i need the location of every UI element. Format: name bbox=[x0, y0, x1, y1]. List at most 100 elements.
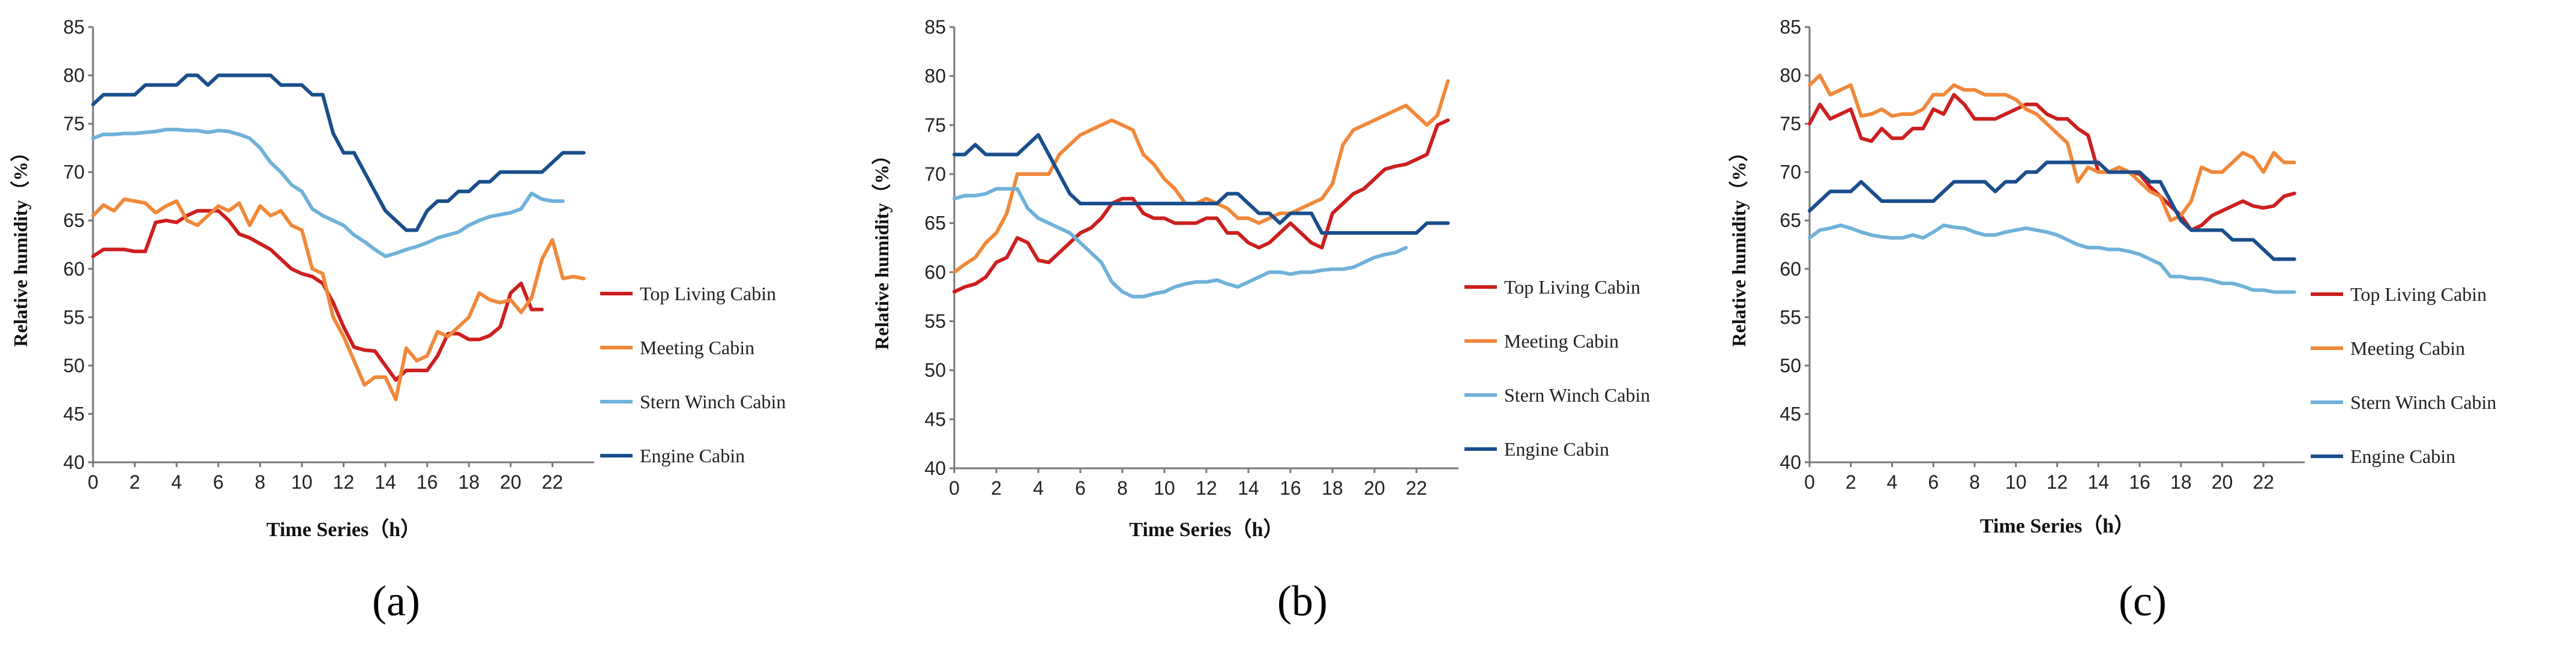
y-tick-label: 75 bbox=[63, 113, 85, 134]
x-tick-label: 20 bbox=[2212, 471, 2233, 493]
y-tick-label: 80 bbox=[924, 65, 946, 87]
legend-label-stern-winch-cabin: Stern Winch Cabin bbox=[2350, 391, 2496, 413]
y-tick-label: 65 bbox=[924, 213, 946, 234]
series-line-engine-cabin bbox=[91, 73, 586, 232]
x-tick-label: 16 bbox=[417, 471, 438, 493]
y-tick-label: 40 bbox=[1780, 451, 1801, 473]
series-line-meeting-cabin bbox=[952, 79, 1450, 274]
y-axis-label: Relative humidity（%） bbox=[871, 145, 892, 349]
x-tick-label: 4 bbox=[1887, 471, 1898, 493]
y-tick-label: 55 bbox=[1780, 306, 1801, 328]
x-tick-label: 14 bbox=[2087, 471, 2109, 493]
y-tick-label: 80 bbox=[1780, 65, 1801, 86]
x-tick-label: 10 bbox=[2005, 471, 2027, 493]
chart-panel-c: 40 45 50 55 60 65 70 75 80 85 0 2 4 6 8 10 12 14 16 18 20 22 R… bbox=[1717, 0, 2575, 649]
y-tick-label: 45 bbox=[924, 408, 946, 430]
y-tick-label: 75 bbox=[924, 114, 946, 136]
x-tick-label: 6 bbox=[213, 471, 224, 493]
y-tick-label: 85 bbox=[924, 16, 946, 38]
x-tick-label: 18 bbox=[2170, 471, 2192, 493]
x-tick-label: 8 bbox=[254, 471, 265, 493]
chart-svg-b: 40 45 50 55 60 65 70 75 80 85 0 2 4 6 8 10 12 14 16 18 20 22 R… bbox=[871, 16, 1650, 541]
chart-panel-b: 40 45 50 55 60 65 70 75 80 85 0 2 4 6 8 10 12 14 16 18 20 22 R… bbox=[858, 0, 1717, 649]
x-tick-label: 4 bbox=[171, 471, 182, 493]
x-tick-label: 14 bbox=[375, 471, 396, 493]
y-tick-label: 45 bbox=[1780, 403, 1801, 424]
x-tick-label: 12 bbox=[2047, 471, 2068, 493]
legend-label-meeting-cabin: Meeting Cabin bbox=[1504, 330, 1619, 352]
y-tick-label: 70 bbox=[63, 161, 85, 183]
y-tick-label: 60 bbox=[924, 261, 946, 283]
y-axis-label: Relative humidity（%） bbox=[10, 142, 31, 346]
x-tick-label: 12 bbox=[333, 471, 355, 493]
legend-label-stern-winch-cabin: Stern Winch Cabin bbox=[1504, 384, 1650, 406]
legend-label-engine-cabin: Engine Cabin bbox=[1504, 438, 1609, 460]
legend-label-engine-cabin: Engine Cabin bbox=[640, 445, 745, 466]
x-tick-label: 14 bbox=[1238, 477, 1259, 499]
x-tick-label: 2 bbox=[991, 477, 1002, 499]
x-tick-label: 18 bbox=[1322, 477, 1343, 499]
series-line-engine-cabin bbox=[952, 133, 1450, 235]
series-line-meeting-cabin bbox=[91, 197, 586, 402]
x-tick-label: 6 bbox=[1928, 471, 1939, 493]
y-tick-label: 60 bbox=[63, 258, 85, 280]
legend-label-engine-cabin: Engine Cabin bbox=[2350, 445, 2455, 467]
legend-label-top-living-cabin: Top Living Cabin bbox=[1504, 276, 1640, 298]
x-axis-label: Time Series（h） bbox=[266, 518, 421, 541]
legend-label-meeting-cabin: Meeting Cabin bbox=[2350, 337, 2465, 359]
x-tick-label: 22 bbox=[2252, 471, 2274, 493]
series-line-meeting-cabin bbox=[1808, 73, 2296, 223]
series-line-engine-cabin bbox=[1808, 160, 2296, 261]
legend-label-stern-winch-cabin: Stern Winch Cabin bbox=[640, 391, 786, 412]
y-tick-label: 50 bbox=[924, 360, 946, 381]
y-tick-label: 55 bbox=[924, 310, 946, 332]
y-tick-label: 65 bbox=[1780, 210, 1801, 231]
y-tick-label: 85 bbox=[63, 16, 85, 38]
x-tick-label: 4 bbox=[1033, 477, 1044, 499]
series-line-top-living-cabin bbox=[952, 118, 1450, 294]
y-tick-label: 40 bbox=[924, 457, 946, 479]
x-tick-label: 20 bbox=[500, 471, 522, 493]
subfigure-label-b: (b) bbox=[1277, 577, 1328, 625]
x-tick-label: 10 bbox=[1154, 477, 1175, 499]
x-tick-label: 18 bbox=[458, 471, 480, 493]
y-tick-label: 60 bbox=[1780, 258, 1801, 280]
series-line-stern-winch-cabin bbox=[1808, 223, 2296, 294]
legend-label-top-living-cabin: Top Living Cabin bbox=[2350, 283, 2487, 305]
x-tick-label: 8 bbox=[1969, 471, 1980, 493]
x-tick-label: 8 bbox=[1117, 477, 1128, 499]
y-tick-label: 85 bbox=[1780, 16, 1801, 38]
chart-svg-a: 40 45 50 55 60 65 70 75 80 85 0 2 4 6 8 10 12 14 16 18 20 22 R… bbox=[10, 16, 786, 541]
y-tick-label: 70 bbox=[1780, 161, 1801, 183]
x-tick-label: 6 bbox=[1075, 477, 1086, 499]
x-tick-label: 22 bbox=[542, 471, 564, 493]
x-tick-label: 22 bbox=[1406, 477, 1427, 499]
x-tick-label: 16 bbox=[2129, 471, 2150, 493]
y-tick-label: 75 bbox=[1780, 113, 1801, 134]
x-tick-label: 10 bbox=[291, 471, 313, 493]
x-axis-label: Time Series（h） bbox=[1980, 514, 2134, 537]
x-axis-label: Time Series（h） bbox=[1129, 518, 1283, 541]
series-line-top-living-cabin bbox=[1808, 92, 2296, 232]
y-tick-label: 65 bbox=[63, 210, 85, 231]
y-tick-label: 40 bbox=[63, 451, 85, 473]
chart-panel-a: 40 45 50 55 60 65 70 75 80 85 0 2 4 6 8 10 12 14 16 18 20 22 R… bbox=[0, 0, 858, 649]
x-tick-label: 2 bbox=[1846, 471, 1856, 493]
y-axis-label: Relative humidity（%） bbox=[1728, 142, 1750, 346]
x-tick-label: 0 bbox=[88, 471, 98, 493]
series-line-stern-winch-cabin bbox=[952, 187, 1408, 299]
subfigure-label-c: (c) bbox=[2119, 577, 2167, 625]
series-line-stern-winch-cabin bbox=[91, 127, 565, 258]
x-tick-label: 12 bbox=[1196, 477, 1217, 499]
legend-label-meeting-cabin: Meeting Cabin bbox=[640, 337, 754, 358]
y-tick-label: 45 bbox=[63, 403, 85, 424]
y-tick-label: 70 bbox=[924, 163, 946, 185]
y-tick-label: 50 bbox=[1780, 355, 1801, 376]
x-tick-label: 16 bbox=[1280, 477, 1301, 499]
y-tick-label: 50 bbox=[63, 355, 85, 376]
y-tick-label: 55 bbox=[63, 306, 85, 328]
chart-svg-c: 40 45 50 55 60 65 70 75 80 85 0 2 4 6 8 10 12 14 16 18 20 22 R… bbox=[1728, 16, 2496, 537]
series-line-top-living-cabin bbox=[91, 209, 544, 382]
x-tick-label: 2 bbox=[130, 471, 140, 493]
x-tick-label: 20 bbox=[1364, 477, 1385, 499]
